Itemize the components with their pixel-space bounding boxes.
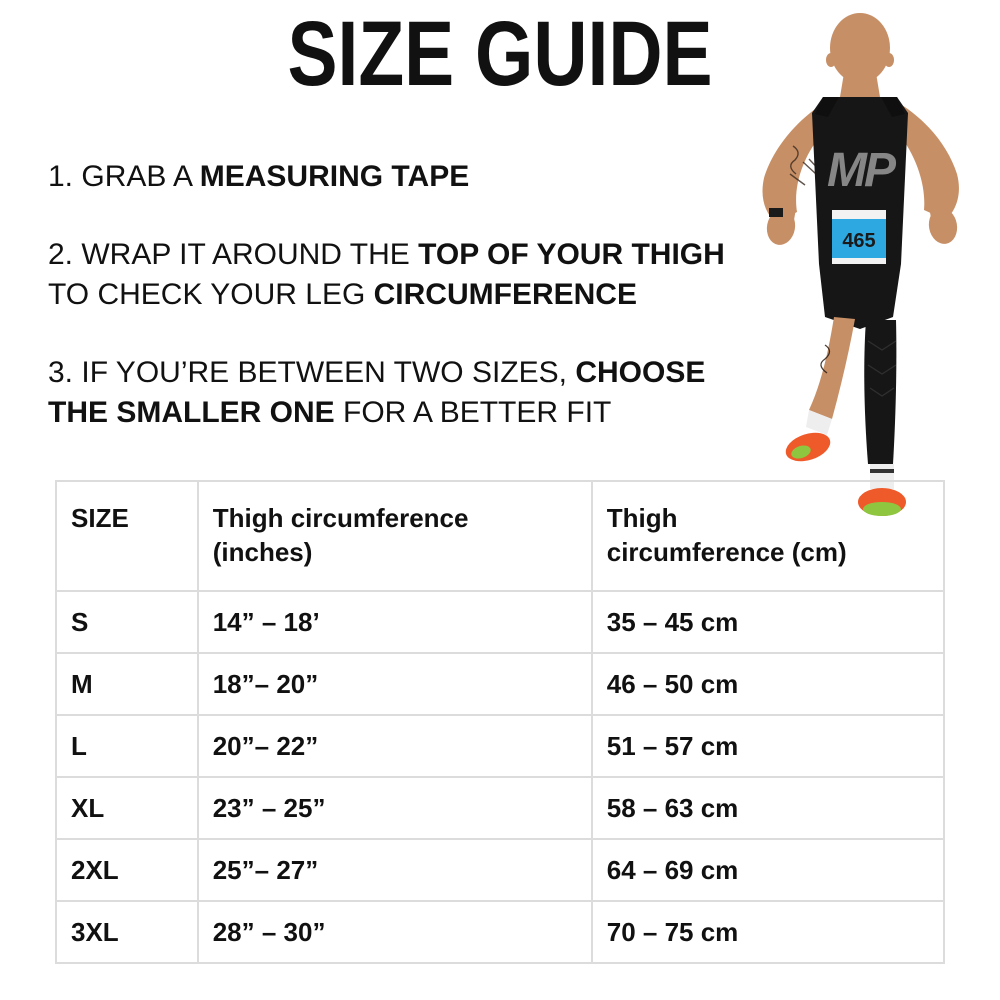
svg-text:465: 465 (842, 230, 875, 252)
svg-text:MP: MP (827, 144, 897, 197)
